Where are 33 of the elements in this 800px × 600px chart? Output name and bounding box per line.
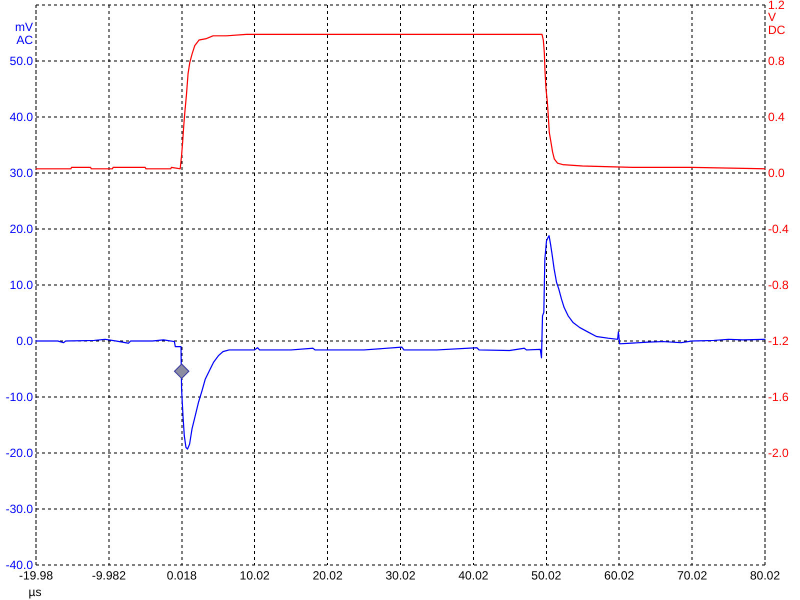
x-tick-label: 40.02 — [458, 568, 489, 583]
line-series — [35, 34, 766, 170]
y-tick-label: -30.0 — [6, 502, 34, 516]
y2-tick-label: 1.2 — [768, 0, 786, 12]
x-tick-label: 80.02 — [750, 568, 780, 583]
y2-tick-label: 0.4 — [768, 110, 786, 124]
y-tick-label: 30.0 — [10, 166, 34, 180]
x-tick-label: 70.02 — [677, 568, 708, 583]
y-tick-label: 50.0 — [10, 54, 34, 68]
y2-axis-title: V DC — [768, 10, 786, 37]
y2-tick-label: -1.6 — [768, 390, 790, 404]
x-axis-title: µs — [28, 585, 42, 599]
y-tick-label: -10.0 — [6, 390, 34, 404]
y2-tick-label: -0.8 — [768, 278, 790, 292]
x-tick-label: 50.02 — [531, 568, 562, 583]
x-tick-label: -9.982 — [92, 568, 126, 583]
line-series — [35, 235, 766, 450]
y2-tick-label: 0.0 — [768, 166, 786, 180]
y2-tick-label: 0.8 — [768, 54, 786, 68]
x-tick-label: 20.02 — [312, 568, 343, 583]
y-tick-label: -20.0 — [6, 446, 34, 460]
y2-tick-label: -0.4 — [768, 222, 790, 236]
y-tick-label: 20.0 — [10, 222, 34, 236]
x-tick-label: 60.02 — [604, 568, 635, 583]
y2-tick-label: -1.2 — [768, 334, 790, 348]
y-tick-label: 10.0 — [10, 278, 34, 292]
y-tick-label: 40.0 — [10, 110, 34, 124]
y-axis-title: mV AC — [15, 20, 34, 47]
x-tick-label: 0.018 — [166, 568, 198, 583]
y2-tick-label: -2.0 — [768, 446, 790, 460]
x-tick-label: 10.02 — [240, 568, 270, 583]
y-tick-label: 0.0 — [16, 334, 34, 348]
x-tick-label: 30.02 — [385, 568, 416, 583]
